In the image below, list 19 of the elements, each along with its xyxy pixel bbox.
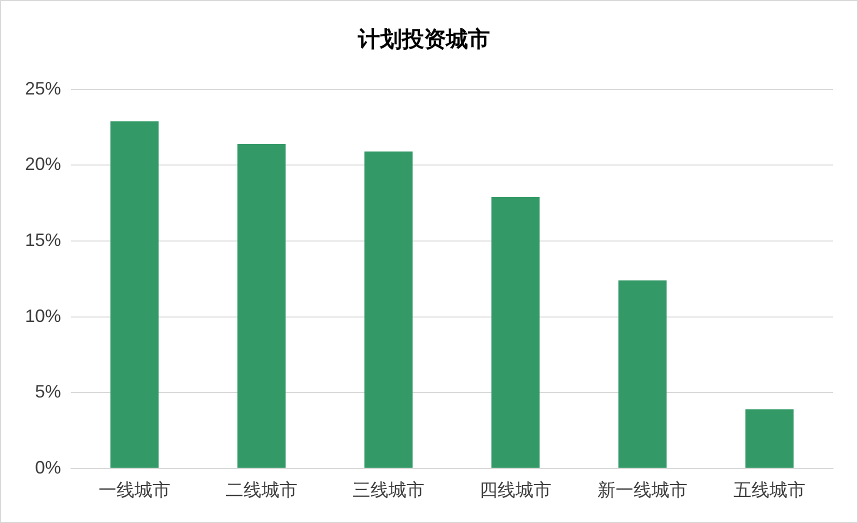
y-tick-label: 15%	[24, 230, 62, 250]
y-tick-label: 25%	[24, 78, 62, 98]
x-tick-label: 新一线城市	[598, 480, 688, 500]
x-tick-label: 四线城市	[480, 480, 552, 500]
y-tick-label: 10%	[24, 306, 62, 326]
x-tick-label: 五线城市	[734, 480, 806, 500]
x-tick-label: 二线城市	[226, 480, 298, 500]
bar	[237, 144, 286, 468]
bar	[110, 121, 159, 468]
y-tick-label: 5%	[35, 382, 62, 402]
bar	[491, 197, 540, 468]
x-tick-label: 一线城市	[98, 480, 171, 500]
x-tick-label: 三线城市	[352, 480, 425, 500]
chart-title: 计划投资城市	[357, 26, 490, 52]
bar	[745, 409, 794, 468]
bar	[364, 152, 413, 468]
y-tick-label: 0%	[35, 457, 62, 478]
bar	[618, 280, 667, 468]
y-tick-label: 20%	[24, 154, 62, 174]
